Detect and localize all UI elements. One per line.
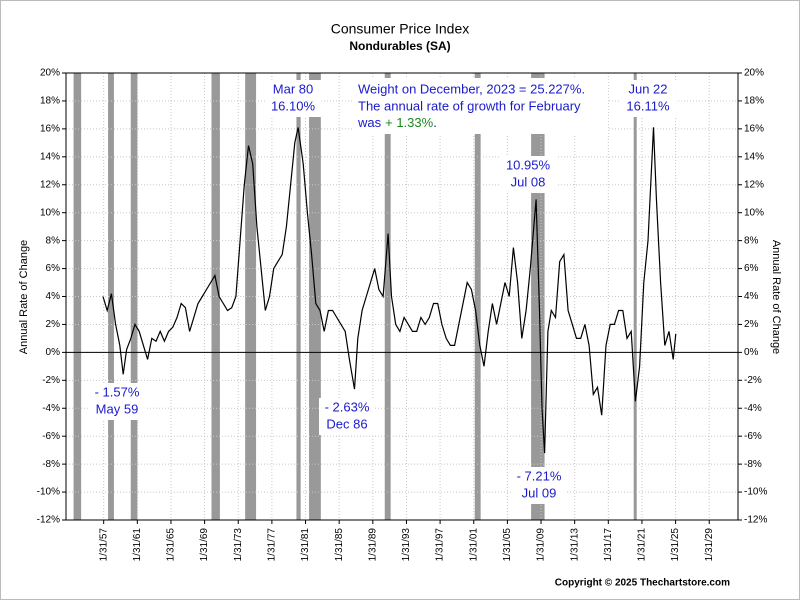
annotation: Jul 08	[511, 174, 546, 189]
annotation: - 7.21%	[517, 468, 562, 483]
recession-band	[130, 73, 138, 520]
x-tick-label: 1/31/65	[166, 528, 177, 562]
y2-axis-label: Annual Rate of Change	[770, 240, 782, 354]
x-tick-label: 1/31/21	[637, 528, 648, 562]
y2-tick-label: 20%	[744, 68, 764, 79]
x-tick-label: 1/31/13	[569, 528, 580, 562]
y-tick-label: 6%	[46, 263, 61, 274]
y2-tick-label: -10%	[744, 487, 767, 498]
y-tick-label: 18%	[40, 96, 60, 107]
annotation: - 2.63%	[325, 399, 370, 414]
annotation: - 1.57%	[95, 384, 140, 399]
note-value: + 1.33%	[385, 115, 434, 130]
note-line: Weight on December, 2023 = 25.227%.	[358, 81, 585, 96]
note-bg	[352, 78, 608, 134]
annotation: Jun 22	[628, 81, 667, 96]
annotation: 16.11%	[626, 98, 670, 113]
x-tick-label: 1/31/25	[670, 528, 681, 562]
annotation: 16.10%	[271, 98, 316, 113]
x-tick-label: 1/31/77	[267, 528, 278, 562]
y-tick-label: 10%	[40, 207, 60, 218]
note-suffix: .	[433, 115, 437, 130]
x-tick-label: 1/31/29	[704, 528, 715, 562]
y2-tick-label: 4%	[744, 291, 759, 302]
y-tick-label: 8%	[46, 235, 61, 246]
plot-frame	[65, 72, 739, 521]
x-tick-label: 1/31/73	[233, 528, 244, 562]
y2-tick-label: 2%	[744, 319, 759, 330]
note-prefix: was	[357, 115, 382, 130]
y-tick-label: 4%	[46, 291, 61, 302]
y2-tick-label: 16%	[744, 124, 764, 135]
y2-tick-label: 12%	[744, 179, 764, 190]
annotation: Mar 80	[273, 81, 313, 96]
y2-tick-label: -8%	[744, 459, 762, 470]
y2-tick-label: -4%	[744, 403, 762, 414]
annotation-bg	[620, 80, 676, 117]
y2-tick-label: 8%	[744, 235, 759, 246]
annotation-bg	[89, 383, 145, 420]
y2-tick-label: -6%	[744, 431, 762, 442]
chart-subtitle: Nondurables (SA)	[349, 39, 450, 53]
note-line: was + 1.33%.	[357, 115, 437, 130]
y2-tick-label: 6%	[744, 263, 759, 274]
y-tick-label: 14%	[40, 151, 60, 162]
annotation: May 59	[96, 401, 139, 416]
y-tick-label: -10%	[37, 487, 60, 498]
x-tick-label: 1/31/85	[334, 528, 345, 562]
chart-title: Consumer Price Index	[331, 21, 470, 37]
y-axis-label: Annual Rate of Change	[18, 240, 30, 354]
annotation: 10.95%	[506, 157, 551, 172]
y2-tick-label: 0%	[744, 347, 759, 358]
annotation-bg	[500, 156, 556, 193]
x-tick-label: 1/31/09	[536, 528, 547, 562]
cpi-line	[102, 127, 677, 454]
annotation-bg	[511, 467, 567, 504]
x-tick-label: 1/31/93	[401, 528, 412, 562]
recession-band	[73, 73, 82, 520]
recession-band	[245, 73, 257, 520]
annotation: Jul 09	[522, 485, 557, 500]
x-tick-label: 1/31/89	[367, 528, 378, 562]
annotation-bg	[319, 398, 375, 435]
y2-tick-label: -2%	[744, 375, 762, 386]
y-tick-label: -4%	[42, 403, 60, 414]
annotation: Dec 86	[326, 416, 367, 431]
y2-tick-label: -12%	[744, 515, 767, 526]
y-tick-label: 0%	[46, 347, 61, 358]
y2-tick-label: 18%	[744, 96, 764, 107]
y2-tick-label: 10%	[744, 207, 764, 218]
copyright: Copyright © 2025 Thechartstore.com	[555, 578, 730, 589]
y2-tick-label: 14%	[744, 151, 764, 162]
x-tick-label: 1/31/57	[98, 528, 109, 562]
recession-band	[296, 73, 301, 520]
annotation-bg	[265, 80, 321, 117]
x-tick-label: 1/31/01	[468, 528, 479, 562]
y-tick-label: 20%	[40, 68, 60, 79]
y-tick-label: -12%	[37, 515, 60, 526]
x-tick-label: 1/31/69	[199, 528, 210, 562]
y-tick-label: 16%	[40, 124, 60, 135]
x-tick-label: 1/31/97	[435, 528, 446, 562]
x-tick-label: 1/31/61	[132, 528, 143, 562]
y-tick-label: -6%	[42, 431, 60, 442]
y-tick-label: 12%	[40, 179, 60, 190]
y-tick-label: 2%	[46, 319, 61, 330]
note-line: The annual rate of growth for February	[358, 98, 581, 113]
x-tick-label: 1/31/81	[300, 528, 311, 562]
recession-band	[633, 73, 637, 520]
y-tick-label: -2%	[42, 375, 60, 386]
x-tick-label: 1/31/17	[603, 528, 614, 562]
x-tick-label: 1/31/05	[502, 528, 513, 562]
y-tick-label: -8%	[42, 459, 60, 470]
recession-band	[211, 73, 220, 520]
